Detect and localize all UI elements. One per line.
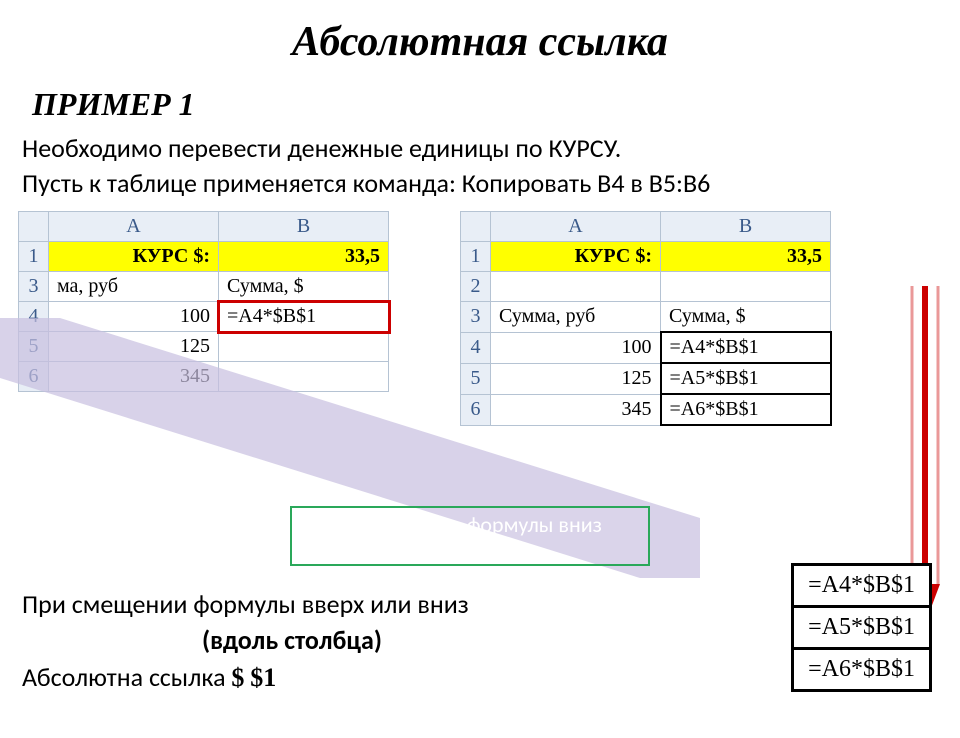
cell-b4-formula[interactable]: =A4*$B$1	[219, 302, 389, 332]
cell-a4[interactable]: 100	[49, 302, 219, 332]
row-header[interactable]: 3	[461, 302, 491, 333]
cell-b6[interactable]: =A6*$B$1	[661, 394, 831, 425]
row-header[interactable]: 5	[461, 363, 491, 394]
col-header-a[interactable]: A	[491, 212, 661, 242]
cell-b3[interactable]: Сумма, $	[219, 272, 389, 302]
corner-cell	[461, 212, 491, 242]
cell-a5[interactable]: 125	[49, 332, 219, 362]
row-header[interactable]: 6	[19, 362, 49, 392]
cell-a6[interactable]: 345	[491, 394, 661, 425]
cell-b6[interactable]	[219, 362, 389, 392]
cell-a1[interactable]: КУРС $:	[491, 242, 661, 272]
bottom-line-3a: Абсолютна ссылка	[22, 661, 231, 693]
cell-b4[interactable]: =A4*$B$1	[661, 332, 831, 363]
bottom-explanation: При смещении формулы вверх или вниз (вдо…	[22, 586, 469, 696]
cell-b3[interactable]: Сумма, $	[661, 302, 831, 333]
row-header[interactable]: 1	[19, 242, 49, 272]
cell-a3[interactable]: ма, руб	[49, 272, 219, 302]
corner-cell	[19, 212, 49, 242]
row-header[interactable]: 1	[461, 242, 491, 272]
col-header-b[interactable]: B	[219, 212, 389, 242]
result-row-3: =A6*$B$1	[793, 649, 931, 691]
bottom-dollar-2: $1	[250, 663, 276, 692]
row-header[interactable]: 6	[461, 394, 491, 425]
result-row-1: =A4*$B$1	[793, 565, 931, 607]
col-header-a[interactable]: A	[49, 212, 219, 242]
bottom-line-3: Абсолютна ссылка $ $1	[22, 659, 469, 696]
result-row-2: =A5*$B$1	[793, 607, 931, 649]
cell-a3[interactable]: Сумма, руб	[491, 302, 661, 333]
cell-a5[interactable]: 125	[491, 363, 661, 394]
example-label: ПРИМЕР 1	[32, 86, 960, 123]
bottom-line-1: При смещении формулы вверх или вниз	[22, 586, 469, 622]
cell-a6[interactable]: 345	[49, 362, 219, 392]
row-header[interactable]: 3	[19, 272, 49, 302]
bottom-line-2: (вдоль столбца)	[202, 622, 469, 658]
result-formula-table: =A4*$B$1 =A5*$B$1 =A6*$B$1	[791, 563, 932, 692]
col-header-b[interactable]: B	[661, 212, 831, 242]
cell-b5[interactable]	[219, 332, 389, 362]
cell-b5[interactable]: =A5*$B$1	[661, 363, 831, 394]
cell-a4[interactable]: 100	[491, 332, 661, 363]
row-header[interactable]: 2	[461, 272, 491, 302]
cell-b1[interactable]: 33,5	[219, 242, 389, 272]
arrow-caption-box: копирование формулы вниз	[290, 506, 650, 566]
arrow-caption-text: копирование формулы вниз	[338, 511, 602, 538]
bottom-dollar-1: $	[231, 663, 244, 692]
row-header[interactable]: 4	[19, 302, 49, 332]
spreadsheet-row: A B 1 КУРС $: 33,5 3 ма, руб Сумма, $ 4 …	[0, 211, 960, 451]
page-title: Абсолютная ссылка	[0, 18, 960, 66]
desc-line-1: Необходимо перевести денежные единицы по…	[22, 131, 938, 166]
desc-line-2: Пусть к таблице применяется команда: Коп…	[22, 166, 938, 201]
left-spreadsheet: A B 1 КУРС $: 33,5 3 ма, руб Сумма, $ 4 …	[18, 211, 389, 392]
cell-b2[interactable]	[661, 272, 831, 302]
cell-b1[interactable]: 33,5	[661, 242, 831, 272]
row-header[interactable]: 4	[461, 332, 491, 363]
cell-a1[interactable]: КУРС $:	[49, 242, 219, 272]
right-spreadsheet: A B 1 КУРС $: 33,5 2 3 Сумма, руб Сумма,…	[460, 211, 832, 426]
cell-a2[interactable]	[491, 272, 661, 302]
row-header[interactable]: 5	[19, 332, 49, 362]
